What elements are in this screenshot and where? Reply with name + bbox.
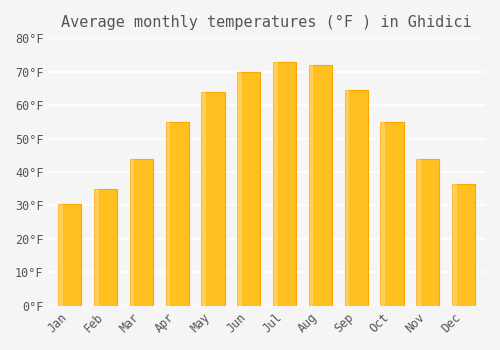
- Bar: [199, 92, 206, 306]
- Bar: [235, 72, 242, 306]
- Bar: [342, 90, 349, 306]
- Bar: [380, 122, 404, 306]
- Bar: [416, 159, 440, 306]
- Bar: [237, 72, 260, 306]
- Bar: [270, 62, 278, 306]
- Title: Average monthly temperatures (°F ) in Ghidici: Average monthly temperatures (°F ) in Gh…: [62, 15, 472, 30]
- Bar: [202, 92, 224, 306]
- Bar: [306, 65, 314, 306]
- Bar: [128, 159, 134, 306]
- Bar: [344, 90, 368, 306]
- Bar: [92, 189, 98, 306]
- Bar: [163, 122, 170, 306]
- Bar: [452, 184, 475, 306]
- Bar: [58, 204, 82, 306]
- Bar: [450, 184, 456, 306]
- Bar: [94, 189, 118, 306]
- Bar: [414, 159, 421, 306]
- Bar: [56, 204, 63, 306]
- Bar: [378, 122, 385, 306]
- Bar: [166, 122, 189, 306]
- Bar: [308, 65, 332, 306]
- Bar: [130, 159, 153, 306]
- Bar: [273, 62, 296, 306]
